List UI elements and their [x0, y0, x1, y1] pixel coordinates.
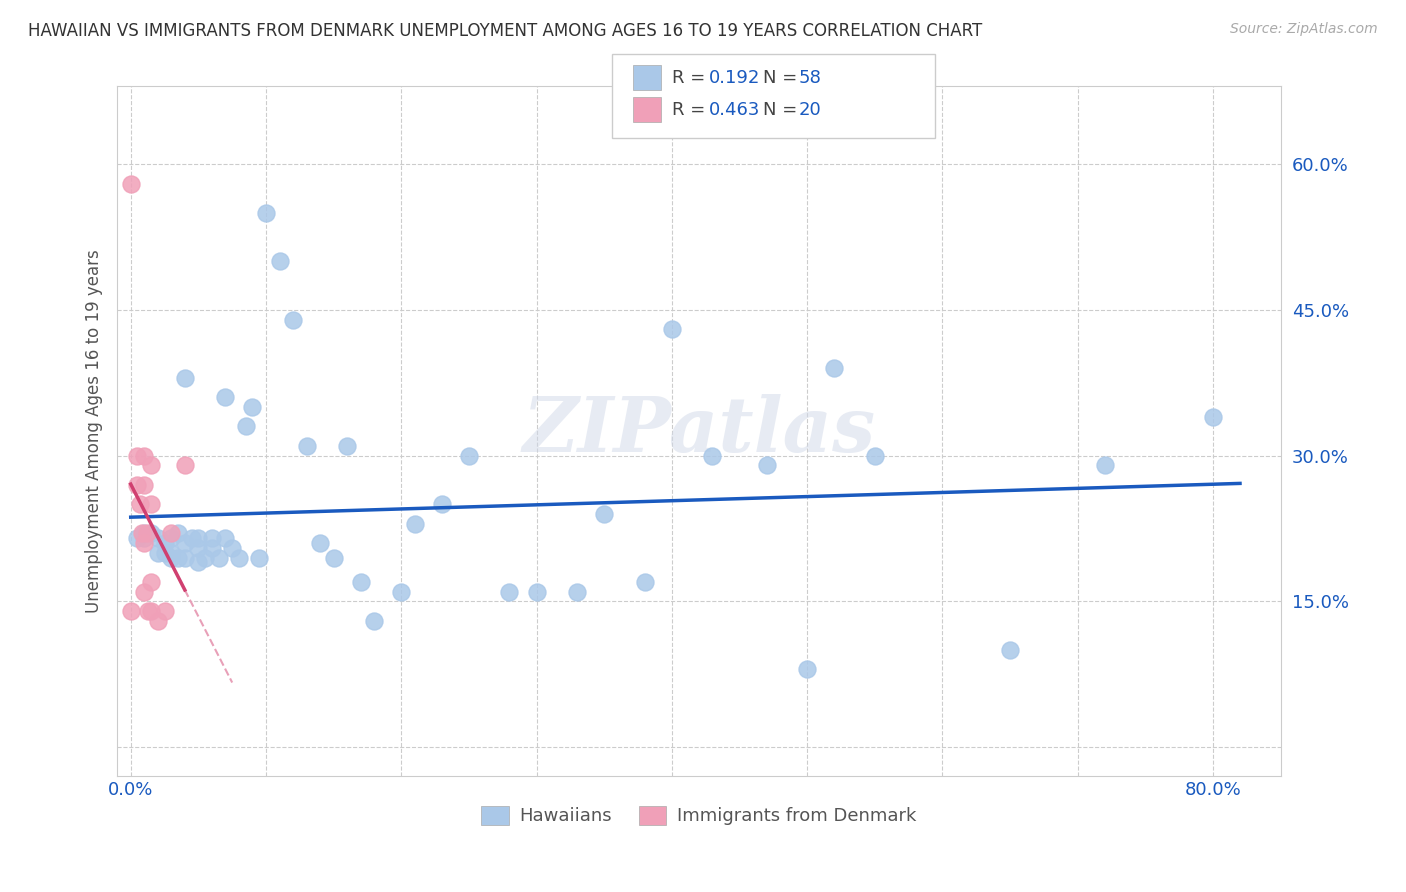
Point [187, 531, 209, 545]
Point [129, 497, 152, 511]
Point [336, 439, 359, 453]
Point [201, 541, 224, 555]
Point [498, 584, 520, 599]
Point [160, 531, 183, 545]
Point [139, 497, 162, 511]
Point [201, 531, 224, 545]
Point [235, 419, 257, 434]
Point [173, 371, 195, 385]
Text: N =: N = [763, 69, 797, 87]
Point [593, 507, 616, 521]
Point [120, 177, 142, 191]
Point [134, 526, 156, 541]
Point [228, 550, 250, 565]
Point [702, 449, 724, 463]
Point [350, 574, 373, 589]
Point [269, 254, 291, 268]
Point [136, 526, 159, 541]
Point [146, 614, 169, 628]
Point [134, 584, 156, 599]
Point [187, 556, 209, 570]
Text: 58: 58 [799, 69, 821, 87]
Text: R =: R = [672, 69, 706, 87]
Point [863, 449, 886, 463]
Point [134, 536, 156, 550]
Point [208, 550, 231, 565]
Point [389, 584, 412, 599]
Point [134, 449, 156, 463]
Point [127, 477, 149, 491]
Point [187, 541, 209, 555]
Point [120, 604, 142, 618]
Point [1202, 409, 1225, 424]
Point [153, 536, 176, 550]
Text: N =: N = [763, 101, 797, 119]
Point [153, 546, 176, 560]
Point [363, 614, 385, 628]
Point [139, 526, 162, 541]
Point [146, 531, 169, 545]
Point [281, 312, 304, 326]
Point [755, 458, 778, 473]
Point [127, 531, 149, 545]
Point [180, 531, 202, 545]
Text: HAWAIIAN VS IMMIGRANTS FROM DENMARK UNEMPLOYMENT AMONG AGES 16 TO 19 YEARS CORRE: HAWAIIAN VS IMMIGRANTS FROM DENMARK UNEM… [28, 22, 983, 40]
Text: 0.192: 0.192 [709, 69, 761, 87]
Point [173, 536, 195, 550]
Point [160, 546, 183, 560]
Point [160, 526, 183, 541]
Text: Source: ZipAtlas.com: Source: ZipAtlas.com [1230, 22, 1378, 37]
Text: R =: R = [672, 101, 706, 119]
Point [136, 604, 159, 618]
Point [139, 458, 162, 473]
Point [167, 550, 190, 565]
Point [404, 516, 426, 531]
Point [430, 497, 453, 511]
Text: ZIPatlas: ZIPatlas [522, 394, 876, 468]
Point [214, 390, 236, 404]
Point [146, 546, 169, 560]
Point [134, 531, 156, 545]
Point [526, 584, 548, 599]
Point [1094, 458, 1116, 473]
Point [309, 536, 332, 550]
Point [322, 550, 344, 565]
Point [254, 205, 277, 219]
Point [160, 550, 183, 565]
Point [661, 322, 683, 336]
Point [295, 439, 318, 453]
Point [796, 662, 818, 676]
Point [173, 550, 195, 565]
Point [167, 526, 190, 541]
Point [214, 531, 236, 545]
Point [458, 449, 481, 463]
Point [131, 526, 153, 541]
Legend: Hawaiians, Immigrants from Denmark: Hawaiians, Immigrants from Denmark [474, 799, 924, 833]
Text: 0.463: 0.463 [709, 101, 761, 119]
Point [823, 361, 845, 376]
Y-axis label: Unemployment Among Ages 16 to 19 years: Unemployment Among Ages 16 to 19 years [86, 250, 103, 613]
Point [634, 574, 657, 589]
Point [153, 604, 176, 618]
Text: 20: 20 [799, 101, 821, 119]
Point [221, 541, 243, 555]
Point [998, 643, 1021, 657]
Point [139, 604, 162, 618]
Point [127, 449, 149, 463]
Point [139, 574, 162, 589]
Point [194, 550, 217, 565]
Point [134, 477, 156, 491]
Point [247, 550, 270, 565]
Point [242, 400, 264, 414]
Point [565, 584, 588, 599]
Point [173, 458, 195, 473]
